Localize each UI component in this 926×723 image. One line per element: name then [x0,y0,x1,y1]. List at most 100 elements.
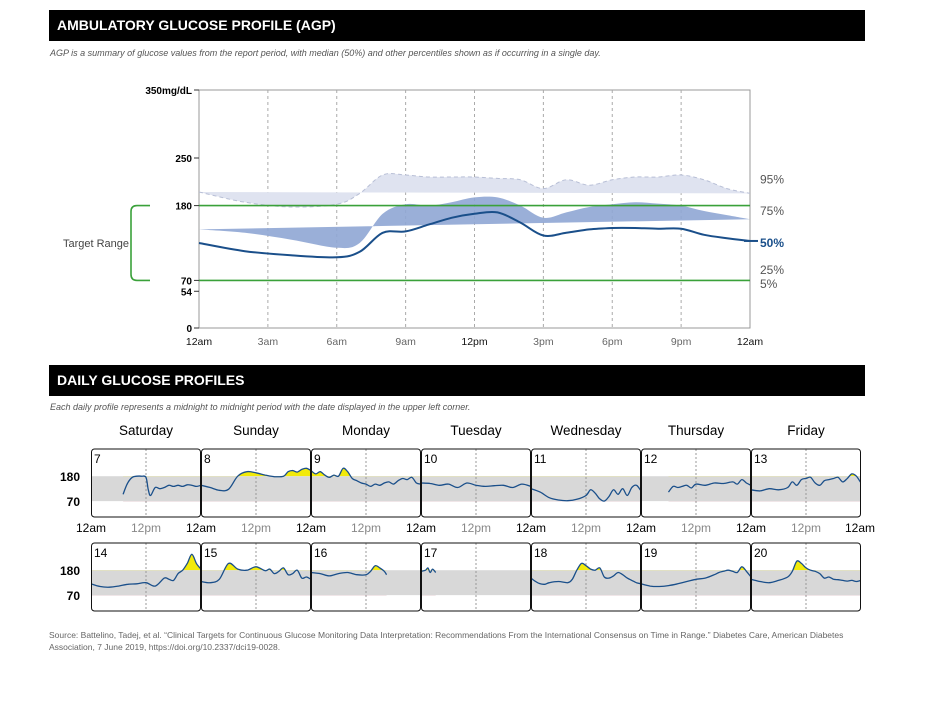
agp-ytick-label: 350mg/dL [145,86,192,97]
agp-xtick-label: 12am [186,336,213,348]
day-date-label: 17 [424,546,438,560]
day-panel-frame [311,448,421,518]
daily-xtick-label: 12pm [241,521,271,535]
day-glucose-line [201,467,311,492]
daily-xtick-label: 12pm [571,521,601,535]
agp-ytick-label: 250 [175,154,192,165]
day-target-band [201,570,311,596]
day-high-fill [201,468,311,477]
agp-ytick-label: 0 [186,324,192,335]
agp-header: AMBULATORY GLUCOSE PROFILE (AGP) [49,10,865,41]
agp-band-5-95 [198,173,751,208]
day-panel-frame [421,542,531,612]
day-panel-frame [531,448,641,518]
day-panel-frame [311,542,421,612]
daily-subtitle: Each daily profile represents a midnight… [50,402,471,412]
agp-ytick-label: 70 [181,276,193,287]
day-target-band [641,570,751,596]
day-date-label: 19 [644,546,658,560]
day-date-label: 8 [204,452,211,466]
daily-xtick-label: 12am [76,521,106,535]
source-citation: Source: Battelino, Tadej, et al. “Clinic… [49,630,844,652]
day-name-label: Thursday [668,423,725,438]
day-name-label: Tuesday [450,423,502,438]
agp-percentile-label: 75% [760,204,784,218]
daily-xtick-label: 12am [626,521,656,535]
agp-target-range-label: Target Range [63,238,129,250]
day-panel-frame [201,448,311,518]
daily-ytick-label: 180 [60,470,80,484]
day-panel-frame [91,448,201,518]
day-glucose-line [751,560,861,584]
day-glucose-line [311,467,421,488]
day-panel-frame [201,542,311,612]
agp-percentile-label: 5% [760,277,778,291]
day-panel-frame [91,542,201,612]
day-panel-frame [641,542,751,612]
day-date-label: 13 [754,452,768,466]
day-name-label: Sunday [233,423,279,438]
daily-xtick-label: 12am [186,521,216,535]
daily-ytick-label: 70 [67,589,81,603]
day-high-fill [311,468,421,477]
day-date-label: 12 [644,452,658,466]
day-name-label: Friday [787,423,825,438]
day-high-fill [91,554,201,571]
day-high-fill [531,563,641,571]
day-panel-frame [641,448,751,518]
daily-xtick-label: 12am [736,521,766,535]
daily-header: DAILY GLUCOSE PROFILES [49,365,865,396]
day-date-label: 7 [94,452,101,466]
daily-xtick-label: 12pm [791,521,821,535]
day-name-label: Monday [342,423,390,438]
agp-target-bracket [130,204,150,282]
day-high-fill [311,565,387,571]
day-target-band [641,476,751,502]
day-glucose-line [201,562,311,584]
agp-xtick-label: 3am [258,336,279,348]
day-target-band [91,476,201,502]
day-target-band [421,570,531,596]
agp-percentile-label: 50% [760,236,784,250]
daily-xtick-label: 12am [516,521,546,535]
day-name-label: Saturday [119,423,173,438]
agp-xtick-label: 12pm [461,336,488,348]
day-date-label: 9 [314,452,321,466]
day-glucose-line [91,553,201,588]
agp-percentile-label: 25% [760,263,784,277]
daily-ytick-label: 180 [60,564,80,578]
daily-xtick-label: 12pm [351,521,381,535]
agp-xtick-label: 9pm [671,336,692,348]
day-date-label: 10 [424,452,438,466]
day-name-label: Wednesday [550,423,621,438]
day-date-label: 18 [534,546,548,560]
day-panel-frame [751,448,861,518]
daily-xtick-label: 12am [296,521,326,535]
day-date-label: 14 [94,546,108,560]
day-glucose-line [751,473,861,492]
daily-xtick-label: 12pm [681,521,711,535]
day-panel-frame [421,448,531,518]
agp-xtick-label: 6pm [602,336,623,348]
day-date-label: 20 [754,546,768,560]
day-panel-frame [531,542,641,612]
day-date-label: 11 [534,452,547,466]
day-glucose-line [667,478,751,493]
daily-xtick-label: 12pm [461,521,491,535]
daily-profiles-chart: Saturday Sunday Monday Tuesday Wednesday Thur… [60,423,875,612]
day-target-band [201,476,311,502]
daily-xtick-label: 12am [845,521,875,535]
day-glucose-line [421,482,531,489]
daily-ytick-label: 70 [67,495,81,509]
agp-percentile-label: 95% [760,172,784,186]
daily-xtick-label: 12am [406,521,436,535]
day-glucose-line [421,567,437,574]
agp-ytick-label: 54 [181,287,193,298]
agp-median-line [198,210,751,259]
day-target-band [311,476,421,502]
agp-xtick-label: 6am [327,336,348,348]
day-glucose-line [531,562,641,585]
day-glucose-line [531,484,641,502]
agp-xtick-label: 3pm [533,336,554,348]
